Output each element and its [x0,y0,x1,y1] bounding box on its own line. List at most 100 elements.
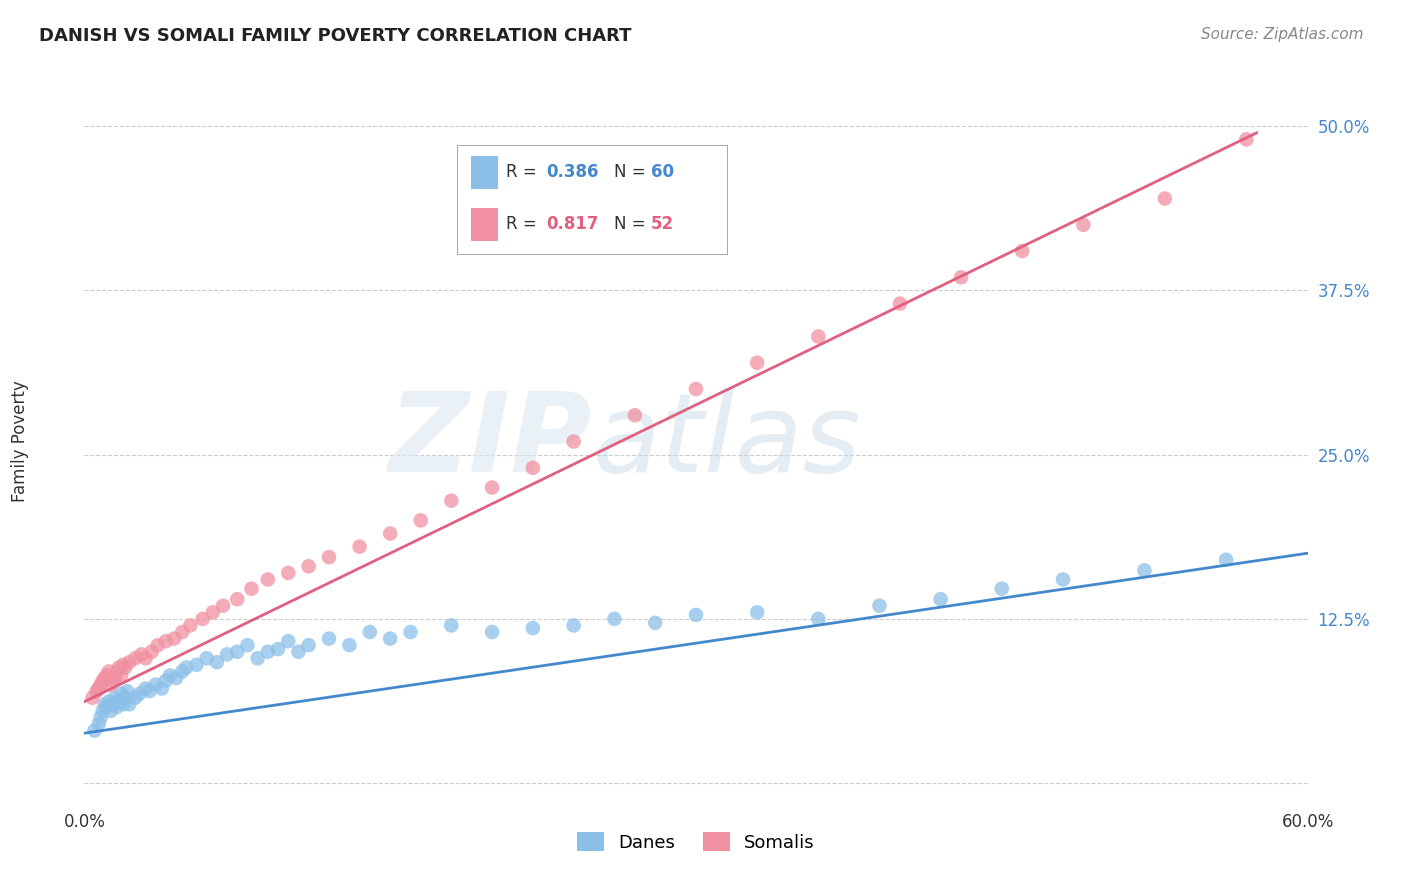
Point [90,710,112,724]
Point [135,651,157,665]
Point [201,605,224,619]
Point [115,684,138,698]
Point [226,592,249,607]
Point [440,618,463,632]
Point [93,671,115,685]
Point [100,677,122,691]
Point [124,690,146,705]
Point [747,605,769,619]
Point [179,618,201,632]
Point [267,642,290,657]
Point [929,592,952,607]
Point [1133,563,1156,577]
Point [685,607,707,622]
Point [96,668,118,682]
Point [246,651,269,665]
Text: ZIP: ZIP [388,388,592,495]
Point [226,645,249,659]
Point [114,690,136,705]
Point [257,573,280,587]
Point [87,717,110,731]
Point [101,698,124,712]
Point [105,665,128,679]
Point [96,699,118,714]
Point [172,665,194,679]
Point [105,699,128,714]
Point [399,625,422,640]
Point [747,356,769,370]
Point [172,625,194,640]
Point [186,657,208,672]
Point [1052,573,1074,587]
Text: atlas: atlas [592,388,860,495]
Point [287,645,309,659]
Y-axis label: Family Poverty: Family Poverty [11,381,28,502]
Point [165,671,187,685]
Point [807,329,830,343]
Point [91,704,114,718]
Point [205,655,228,669]
Point [339,638,361,652]
Text: Source: ZipAtlas.com: Source: ZipAtlas.com [1201,27,1364,42]
Point [624,409,647,423]
Point [562,618,585,632]
Point [440,493,463,508]
Text: DANISH VS SOMALI FAMILY POVERTY CORRELATION CHART: DANISH VS SOMALI FAMILY POVERTY CORRELAT… [39,27,631,45]
Point [145,677,167,691]
Point [195,651,218,665]
Point [118,655,141,669]
Point [481,481,503,495]
Point [644,615,666,630]
Point [522,460,544,475]
Point [159,668,181,682]
Point [138,684,160,698]
Point [146,638,169,652]
Point [163,632,186,646]
Point [135,681,157,696]
Point [277,634,299,648]
Point [110,668,132,682]
Point [108,695,131,709]
Point [90,677,112,691]
Point [87,681,110,696]
Point [114,660,136,674]
Point [112,698,135,712]
Point [1236,132,1258,146]
Point [118,698,141,712]
Point [685,382,707,396]
Legend: Danes, Somalis: Danes, Somalis [569,825,823,859]
Point [155,634,177,648]
Point [97,665,120,679]
Point [869,599,891,613]
Point [191,612,214,626]
Point [155,673,177,688]
Point [277,566,299,580]
Point [217,648,239,662]
Point [93,698,115,712]
Point [380,526,402,541]
Point [603,612,626,626]
Point [257,645,280,659]
Point [1011,244,1033,258]
Point [562,434,585,449]
Point [112,657,135,672]
Point [150,681,173,696]
Point [1073,218,1095,232]
Point [131,648,153,662]
Point [481,625,503,640]
Point [104,690,127,705]
Point [318,632,340,646]
Point [104,671,127,685]
Point [991,582,1014,596]
Point [128,687,150,701]
Point [298,638,321,652]
Point [409,513,432,527]
Point [349,540,371,554]
Point [124,651,146,665]
Point [950,270,973,285]
Point [318,550,340,565]
Point [359,625,381,640]
Point [101,673,124,688]
Point [110,687,132,701]
Point [141,645,163,659]
